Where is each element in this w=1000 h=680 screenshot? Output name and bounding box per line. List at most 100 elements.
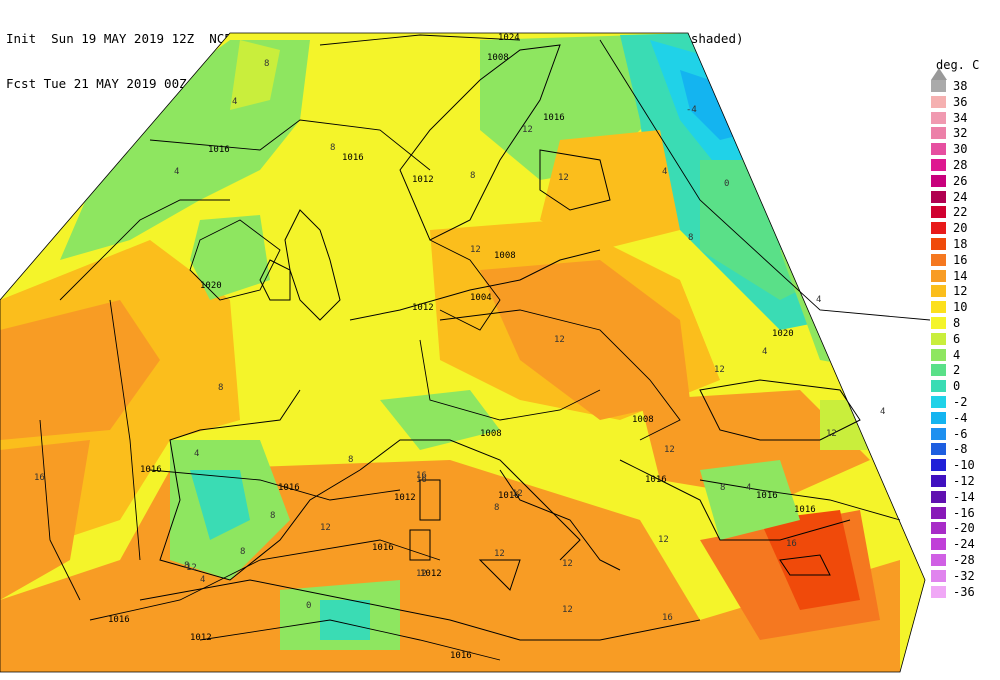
legend-swatch: [931, 143, 946, 156]
dewpoint-shading: [0, 33, 925, 672]
legend-row: 0: [931, 378, 1000, 394]
legend-row: -32: [931, 568, 1000, 584]
legend-row: 4: [931, 347, 1000, 363]
legend-swatch: [931, 380, 946, 393]
legend-label: 30: [953, 142, 968, 157]
isobar-label: 1016: [498, 491, 520, 501]
legend-label: 36: [953, 94, 968, 109]
contour-label: 4: [762, 347, 767, 357]
legend-swatch: [931, 190, 946, 203]
contour-label: -4: [686, 105, 697, 115]
contour-label: 8: [330, 143, 335, 153]
legend-row: 32: [931, 125, 1000, 141]
legend-swatch: [931, 238, 946, 250]
isobar-label: 1012: [190, 633, 212, 643]
legend-swatch: [931, 506, 946, 519]
legend-label: -32: [953, 568, 975, 583]
contour-label: 8: [184, 561, 189, 571]
contour-label: 4: [232, 97, 237, 107]
contour-label: 16: [416, 475, 427, 485]
contour-label: 4: [174, 167, 179, 177]
legend-row: 34: [931, 110, 1000, 126]
contour-label: 12: [558, 173, 569, 183]
isobar-label: 1016: [794, 505, 816, 515]
legend-label: 12: [953, 284, 968, 299]
legend-label: -16: [953, 505, 975, 520]
legend-swatch: [931, 269, 946, 282]
isobar-label: 1016: [756, 491, 778, 501]
legend-label: 8: [953, 316, 961, 330]
legend-label: 14: [953, 268, 968, 283]
isobar-label: 1012: [420, 569, 442, 579]
isobar-label: 1016: [372, 543, 394, 553]
legend-row: -16: [931, 505, 1000, 521]
legend-row: 18: [931, 236, 1000, 252]
legend-label: -6: [953, 426, 968, 441]
contour-label: 4: [746, 483, 751, 493]
contour-label: 8: [348, 455, 353, 465]
isobar-label: 1024: [498, 33, 520, 43]
legend-row: 12: [931, 283, 1000, 299]
legend-swatch: [931, 317, 946, 329]
legend-row: 24: [931, 189, 1000, 205]
legend-label: -36: [953, 584, 975, 599]
legend-swatch: [931, 554, 946, 566]
legend-swatch: [931, 411, 946, 424]
legend-swatch: [931, 285, 946, 298]
legend-swatch: [931, 569, 946, 582]
legend-swatch: [931, 585, 946, 598]
contour-label: 8: [218, 383, 223, 393]
legend-swatch: [931, 95, 946, 108]
dewpoint-contour-labels: 8 4 8 4 12 12 12 12 8 4 0 -4 8 4 4 12 12…: [34, 59, 885, 623]
legend-swatch: [931, 127, 946, 140]
legend-swatch: [931, 490, 946, 503]
legend-swatch: [931, 111, 946, 124]
color-legend: deg. C 38 36 34 32 30 28 26 24 22 20 18 16 14 12 10 8 6 4…: [928, 58, 1000, 606]
legend-label: -10: [953, 458, 975, 473]
contour-label: 12: [664, 445, 675, 455]
contour-label: 8: [688, 233, 693, 243]
legend-label: 22: [953, 205, 968, 220]
contour-label: 12: [512, 489, 523, 499]
isobar-label: 1016: [450, 651, 472, 661]
legend-row: 16: [931, 252, 1000, 268]
isobar-label: 1016: [278, 483, 300, 493]
isobar-label: 1016: [140, 465, 162, 475]
legend-row: 14: [931, 268, 1000, 284]
contour-label: 8: [720, 483, 725, 493]
contour-label: 8: [264, 59, 269, 69]
isobar-label: 1008: [494, 251, 516, 261]
legend-row: -4: [931, 410, 1000, 426]
legend-label: 28: [953, 158, 968, 172]
legend-label: 32: [953, 126, 968, 141]
isobar-label: 1016: [645, 475, 667, 485]
contour-label: 12: [562, 605, 573, 615]
legend-label: 20: [953, 221, 968, 236]
legend-row: -20: [931, 520, 1000, 536]
legend-label: 26: [953, 173, 968, 188]
legend-swatch: [931, 253, 946, 266]
legend-label: 18: [953, 237, 968, 251]
legend-label: -28: [953, 553, 975, 567]
legend-label: -8: [953, 442, 968, 457]
legend-swatch: [931, 364, 946, 377]
legend-row: 38: [931, 78, 1000, 94]
legend-label: 38: [953, 79, 968, 93]
legend-swatch: [931, 206, 946, 219]
contour-label: 0: [306, 601, 311, 611]
contour-label: 4: [194, 449, 199, 459]
legend-row: -2: [931, 394, 1000, 410]
legend-label: -4: [953, 410, 968, 425]
contour-label: 12: [826, 429, 837, 439]
legend-row: -36: [931, 584, 1000, 600]
legend-row: 20: [931, 220, 1000, 236]
legend-row: 36: [931, 94, 1000, 110]
legend-label: -20: [953, 521, 975, 536]
isobar-label: 1012: [412, 303, 434, 313]
isobar-label: 1016: [342, 153, 364, 163]
contour-label: 12: [186, 563, 197, 573]
legend-swatch: [931, 538, 946, 551]
contour-label: 12: [658, 535, 669, 545]
legend-row: -6: [931, 426, 1000, 442]
legend-row: 8: [931, 315, 1000, 331]
